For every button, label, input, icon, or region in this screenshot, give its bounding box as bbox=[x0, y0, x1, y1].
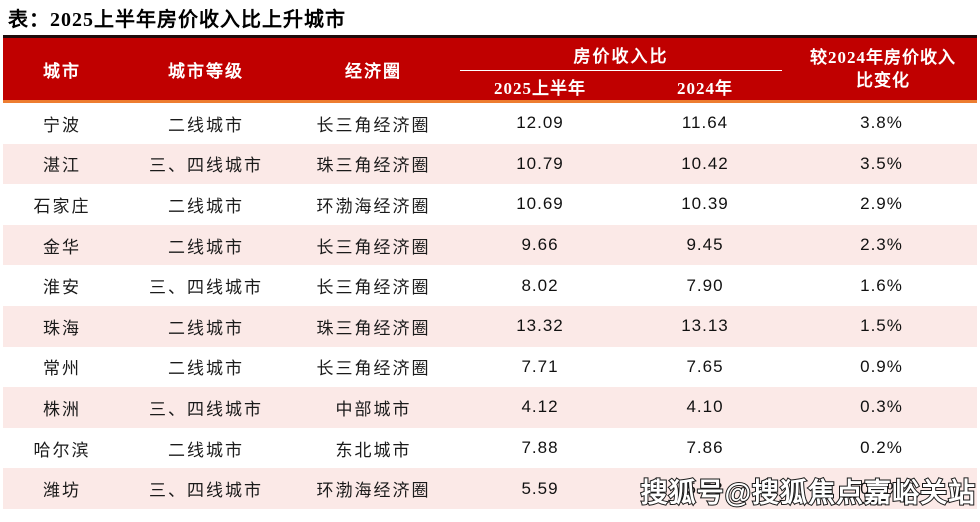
cell-tier: 二线城市 bbox=[168, 318, 244, 338]
cell-city: 淮安 bbox=[43, 278, 81, 298]
cell-change: 3.8% bbox=[860, 113, 903, 133]
cell-city: 珠海 bbox=[43, 318, 81, 338]
cell-ratio-2024: 10.39 bbox=[681, 194, 729, 214]
cell-ratio-2024: 7.86 bbox=[686, 438, 724, 458]
table-row: 常州 二线城市 长三角经济圈 7.71 7.65 0.9% bbox=[3, 346, 977, 388]
cell-ratio-2024: 7.65 bbox=[686, 356, 724, 376]
cell-city: 宁波 bbox=[43, 115, 81, 135]
cell-ratio-2025: 7.88 bbox=[521, 438, 559, 458]
cell-ratio-2025: 12.09 bbox=[516, 113, 564, 133]
header-change: 较2024年房价收入 比变化 bbox=[810, 47, 956, 90]
cell-change: 0.9% bbox=[860, 356, 903, 376]
cell-ratio-2025: 8.02 bbox=[521, 275, 559, 295]
header-tier: 城市等级 bbox=[168, 62, 244, 81]
table-row: 珠海 二线城市 珠三角经济圈 13.32 13.13 1.5% bbox=[3, 305, 977, 347]
table-row: 石家庄 二线城市 环渤海经济圈 10.69 10.39 2.9% bbox=[3, 184, 977, 225]
cell-change: 2.9% bbox=[860, 194, 903, 214]
table-header: 城市 城市等级 经济圈 房价收入比 2025上半年 2024年 较2024年房价… bbox=[3, 35, 977, 103]
table-title: 表：2025上半年房价收入比上升城市 bbox=[8, 9, 346, 31]
cell-change: 0.2% bbox=[860, 438, 903, 458]
table-body: 宁波 二线城市 长三角经济圈 12.09 11.64 3.8% 湛江 三、四线城市 珠三角经济圈… bbox=[3, 103, 977, 509]
cell-circle: 长三角经济圈 bbox=[316, 115, 431, 135]
cell-ratio-2024: 5.58 bbox=[686, 478, 724, 498]
cell-tier: 二线城市 bbox=[168, 359, 244, 379]
cell-tier: 三、四线城市 bbox=[149, 399, 263, 419]
cell-ratio-2024: 11.64 bbox=[681, 113, 729, 133]
cell-circle: 东北城市 bbox=[335, 440, 412, 460]
cell-ratio-2024: 4.10 bbox=[686, 397, 724, 417]
header-ratio-group: 房价收入比 2025上半年 2024年 bbox=[456, 38, 786, 101]
header-ratio-group-label: 房价收入比 bbox=[460, 38, 782, 71]
header-ratio-subrow: 2025上半年 2024年 bbox=[456, 71, 786, 101]
cell-city: 哈尔滨 bbox=[33, 440, 91, 460]
table-row: 金华 二线城市 长三角经济圈 9.66 9.45 2.3% bbox=[3, 224, 977, 266]
cell-city: 湛江 bbox=[43, 156, 81, 176]
cell-circle: 中部城市 bbox=[335, 399, 412, 419]
cell-change: 1.5% bbox=[860, 316, 903, 336]
cell-circle: 长三角经济圈 bbox=[316, 237, 431, 257]
header-ratio-2025h1: 2025上半年 bbox=[494, 78, 586, 98]
house-price-income-table: 城市 城市等级 经济圈 房价收入比 2025上半年 2024年 较2024年房价… bbox=[3, 35, 977, 509]
cell-city: 常州 bbox=[43, 359, 81, 379]
cell-ratio-2025: 5.59 bbox=[521, 478, 559, 498]
cell-circle: 珠三角经济圈 bbox=[316, 156, 431, 176]
cell-tier: 二线城市 bbox=[168, 237, 244, 257]
header-city: 城市 bbox=[43, 62, 81, 81]
cell-change: 3.5% bbox=[860, 153, 903, 173]
table-row: 潍坊 三、四线城市 环渤海经济圈 5.59 5.58 0.2% bbox=[3, 468, 977, 509]
header-circle: 经济圈 bbox=[345, 62, 402, 81]
cell-tier: 三、四线城市 bbox=[149, 278, 263, 298]
cell-ratio-2025: 13.32 bbox=[516, 316, 564, 336]
cell-ratio-2024: 9.45 bbox=[686, 235, 724, 255]
cell-ratio-2024: 10.42 bbox=[681, 153, 729, 173]
table-row: 湛江 三、四线城市 珠三角经济圈 10.79 10.42 3.5% bbox=[3, 143, 977, 185]
cell-circle: 长三角经济圈 bbox=[316, 359, 431, 379]
cell-city: 株洲 bbox=[43, 399, 81, 419]
cell-change: 0.2% bbox=[860, 478, 903, 498]
cell-tier: 二线城市 bbox=[168, 440, 244, 460]
cell-tier: 二线城市 bbox=[168, 115, 244, 135]
cell-city: 潍坊 bbox=[43, 481, 81, 501]
cell-circle: 环渤海经济圈 bbox=[316, 196, 431, 216]
table-row: 株洲 三、四线城市 中部城市 4.12 4.10 0.3% bbox=[3, 387, 977, 428]
cell-change: 2.3% bbox=[860, 235, 903, 255]
cell-ratio-2024: 13.13 bbox=[681, 316, 729, 336]
table-row: 宁波 二线城市 长三角经济圈 12.09 11.64 3.8% bbox=[3, 103, 977, 144]
cell-circle: 长三角经济圈 bbox=[316, 278, 431, 298]
cell-ratio-2025: 9.66 bbox=[521, 235, 559, 255]
cell-ratio-2025: 7.71 bbox=[521, 356, 559, 376]
cell-ratio-2024: 7.90 bbox=[686, 275, 724, 295]
cell-circle: 环渤海经济圈 bbox=[316, 481, 431, 501]
cell-ratio-2025: 4.12 bbox=[521, 397, 559, 417]
cell-ratio-2025: 10.79 bbox=[516, 153, 564, 173]
cell-ratio-2025: 10.69 bbox=[516, 194, 564, 214]
table-row: 淮安 三、四线城市 长三角经济圈 8.02 7.90 1.6% bbox=[3, 265, 977, 306]
watermark-sohu: 搜狐号@搜狐焦点嘉峪关站 bbox=[640, 477, 976, 509]
cell-tier: 二线城市 bbox=[168, 196, 244, 216]
cell-circle: 珠三角经济圈 bbox=[316, 318, 431, 338]
cell-change: 1.6% bbox=[860, 275, 903, 295]
table-row: 哈尔滨 二线城市 东北城市 7.88 7.86 0.2% bbox=[3, 427, 977, 469]
cell-tier: 三、四线城市 bbox=[149, 156, 263, 176]
header-ratio-2024: 2024年 bbox=[677, 78, 733, 98]
cell-change: 0.3% bbox=[860, 397, 903, 417]
cell-city: 金华 bbox=[43, 237, 81, 257]
cell-tier: 三、四线城市 bbox=[149, 481, 263, 501]
cell-city: 石家庄 bbox=[33, 196, 91, 216]
